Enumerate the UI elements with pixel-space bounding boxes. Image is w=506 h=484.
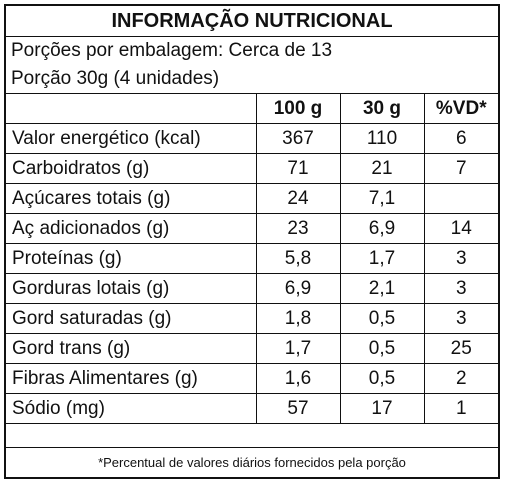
label-title: INFORMAÇÃO NUTRICIONAL	[6, 6, 498, 37]
nutrient-name-cell: Aç adicionados (g)	[6, 213, 257, 244]
nutrient-name-cell: Açúcares totais (g)	[6, 183, 257, 214]
servings-per-package: Porções por embalagem: Cerca de 13	[11, 40, 333, 61]
nutrient-name-cell: Proteínas (g)	[6, 243, 257, 274]
nutrition-facts-label: INFORMAÇÃO NUTRICIONAL Porções por embal…	[4, 4, 500, 479]
nutrient-name-cell: Carboidratos (g)	[6, 153, 257, 184]
table-row: Carboidratos (g) 71 21 7	[6, 153, 498, 184]
nutrient-name-cell: Sódio (mg)	[6, 393, 257, 424]
value-vd-cell: 25	[423, 333, 498, 364]
value-vd-cell: 1	[423, 393, 498, 424]
table-row: Proteínas (g) 5,8 1,7 3	[6, 243, 498, 274]
nutrient-name-cell: Gorduras lotais (g)	[6, 273, 257, 304]
serving-size: Porção 30g (4 unidades)	[11, 68, 220, 89]
value-30g-cell: 0,5	[339, 333, 425, 364]
table-row: Gord trans (g) 1,7 0,5 25	[6, 333, 498, 364]
value-30g-cell: 110	[339, 123, 425, 154]
table-row: Gord saturadas (g) 1,8 0,5 3	[6, 303, 498, 334]
value-vd-cell: 14	[423, 213, 498, 244]
value-30g-cell: 21	[339, 153, 425, 184]
value-vd-cell	[423, 183, 498, 214]
table-row: Fibras Alimentares (g) 1,6 0,5 2	[6, 363, 498, 394]
value-30g-cell: 7,1	[339, 183, 425, 214]
value-100g-cell: 71	[255, 153, 341, 184]
column-header-nutrient	[6, 93, 257, 124]
value-vd-cell: 3	[423, 243, 498, 274]
value-30g-cell: 1,7	[339, 243, 425, 274]
value-vd-cell: 3	[423, 303, 498, 334]
value-vd-cell: 3	[423, 273, 498, 304]
value-100g-cell: 23	[255, 213, 341, 244]
value-100g-cell: 1,8	[255, 303, 341, 334]
table-row: Gorduras lotais (g) 6,9 2,1 3	[6, 273, 498, 304]
value-100g-cell: 1,7	[255, 333, 341, 364]
value-100g-cell: 6,9	[255, 273, 341, 304]
nutrient-name-cell: Gord trans (g)	[6, 333, 257, 364]
footnote: *Percentual de valores diários fornecido…	[6, 447, 498, 477]
column-header-vd: %VD*	[423, 93, 498, 124]
nutrient-name-cell: Valor energético (kcal)	[6, 123, 257, 154]
value-30g-cell: 0,5	[339, 363, 425, 394]
value-100g-cell: 57	[255, 393, 341, 424]
table-row: Açúcares totais (g) 24 7,1	[6, 183, 498, 214]
value-30g-cell: 17	[339, 393, 425, 424]
value-vd-cell: 7	[423, 153, 498, 184]
value-100g-cell: 1,6	[255, 363, 341, 394]
nutrient-name-cell: Gord saturadas (g)	[6, 303, 257, 334]
table-row: Valor energético (kcal) 367 110 6	[6, 123, 498, 154]
table-row: Sódio (mg) 57 17 1	[6, 393, 498, 424]
value-30g-cell: 6,9	[339, 213, 425, 244]
value-100g-cell: 367	[255, 123, 341, 154]
value-100g-cell: 5,8	[255, 243, 341, 274]
value-100g-cell: 24	[255, 183, 341, 214]
table-row: Aç adicionados (g) 23 6,9 14	[6, 213, 498, 244]
value-30g-cell: 2,1	[339, 273, 425, 304]
value-vd-cell: 6	[423, 123, 498, 154]
value-30g-cell: 0,5	[339, 303, 425, 334]
column-header-30g: 30 g	[339, 93, 425, 124]
nutrition-table: 100 g 30 g %VD* Valor energético (kcal) 3…	[6, 93, 498, 424]
column-header-100g: 100 g	[255, 93, 341, 124]
value-vd-cell: 2	[423, 363, 498, 394]
table-header-row: 100 g 30 g %VD*	[6, 93, 498, 124]
nutrient-name-cell: Fibras Alimentares (g)	[6, 363, 257, 394]
